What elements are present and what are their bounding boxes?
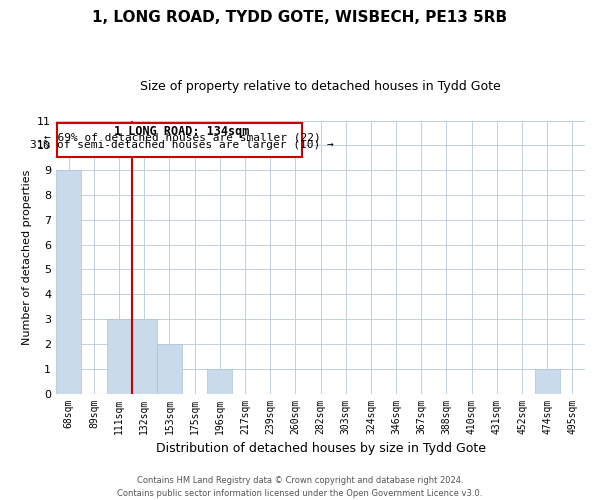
X-axis label: Distribution of detached houses by size in Tydd Gote: Distribution of detached houses by size … xyxy=(155,442,485,455)
Text: 31% of semi-detached houses are larger (10) →: 31% of semi-detached houses are larger (… xyxy=(30,140,334,150)
Bar xyxy=(157,344,182,394)
Y-axis label: Number of detached properties: Number of detached properties xyxy=(22,170,32,344)
FancyBboxPatch shape xyxy=(58,123,302,156)
Text: 1 LONG ROAD: 134sqm: 1 LONG ROAD: 134sqm xyxy=(115,125,250,138)
Bar xyxy=(207,368,232,394)
Bar xyxy=(107,319,132,394)
Bar xyxy=(56,170,82,394)
Bar xyxy=(535,368,560,394)
Text: ← 69% of detached houses are smaller (22): ← 69% of detached houses are smaller (22… xyxy=(44,132,320,142)
Text: 1, LONG ROAD, TYDD GOTE, WISBECH, PE13 5RB: 1, LONG ROAD, TYDD GOTE, WISBECH, PE13 5… xyxy=(92,10,508,25)
Title: Size of property relative to detached houses in Tydd Gote: Size of property relative to detached ho… xyxy=(140,80,501,93)
Bar xyxy=(132,319,157,394)
Text: Contains HM Land Registry data © Crown copyright and database right 2024.
Contai: Contains HM Land Registry data © Crown c… xyxy=(118,476,482,498)
